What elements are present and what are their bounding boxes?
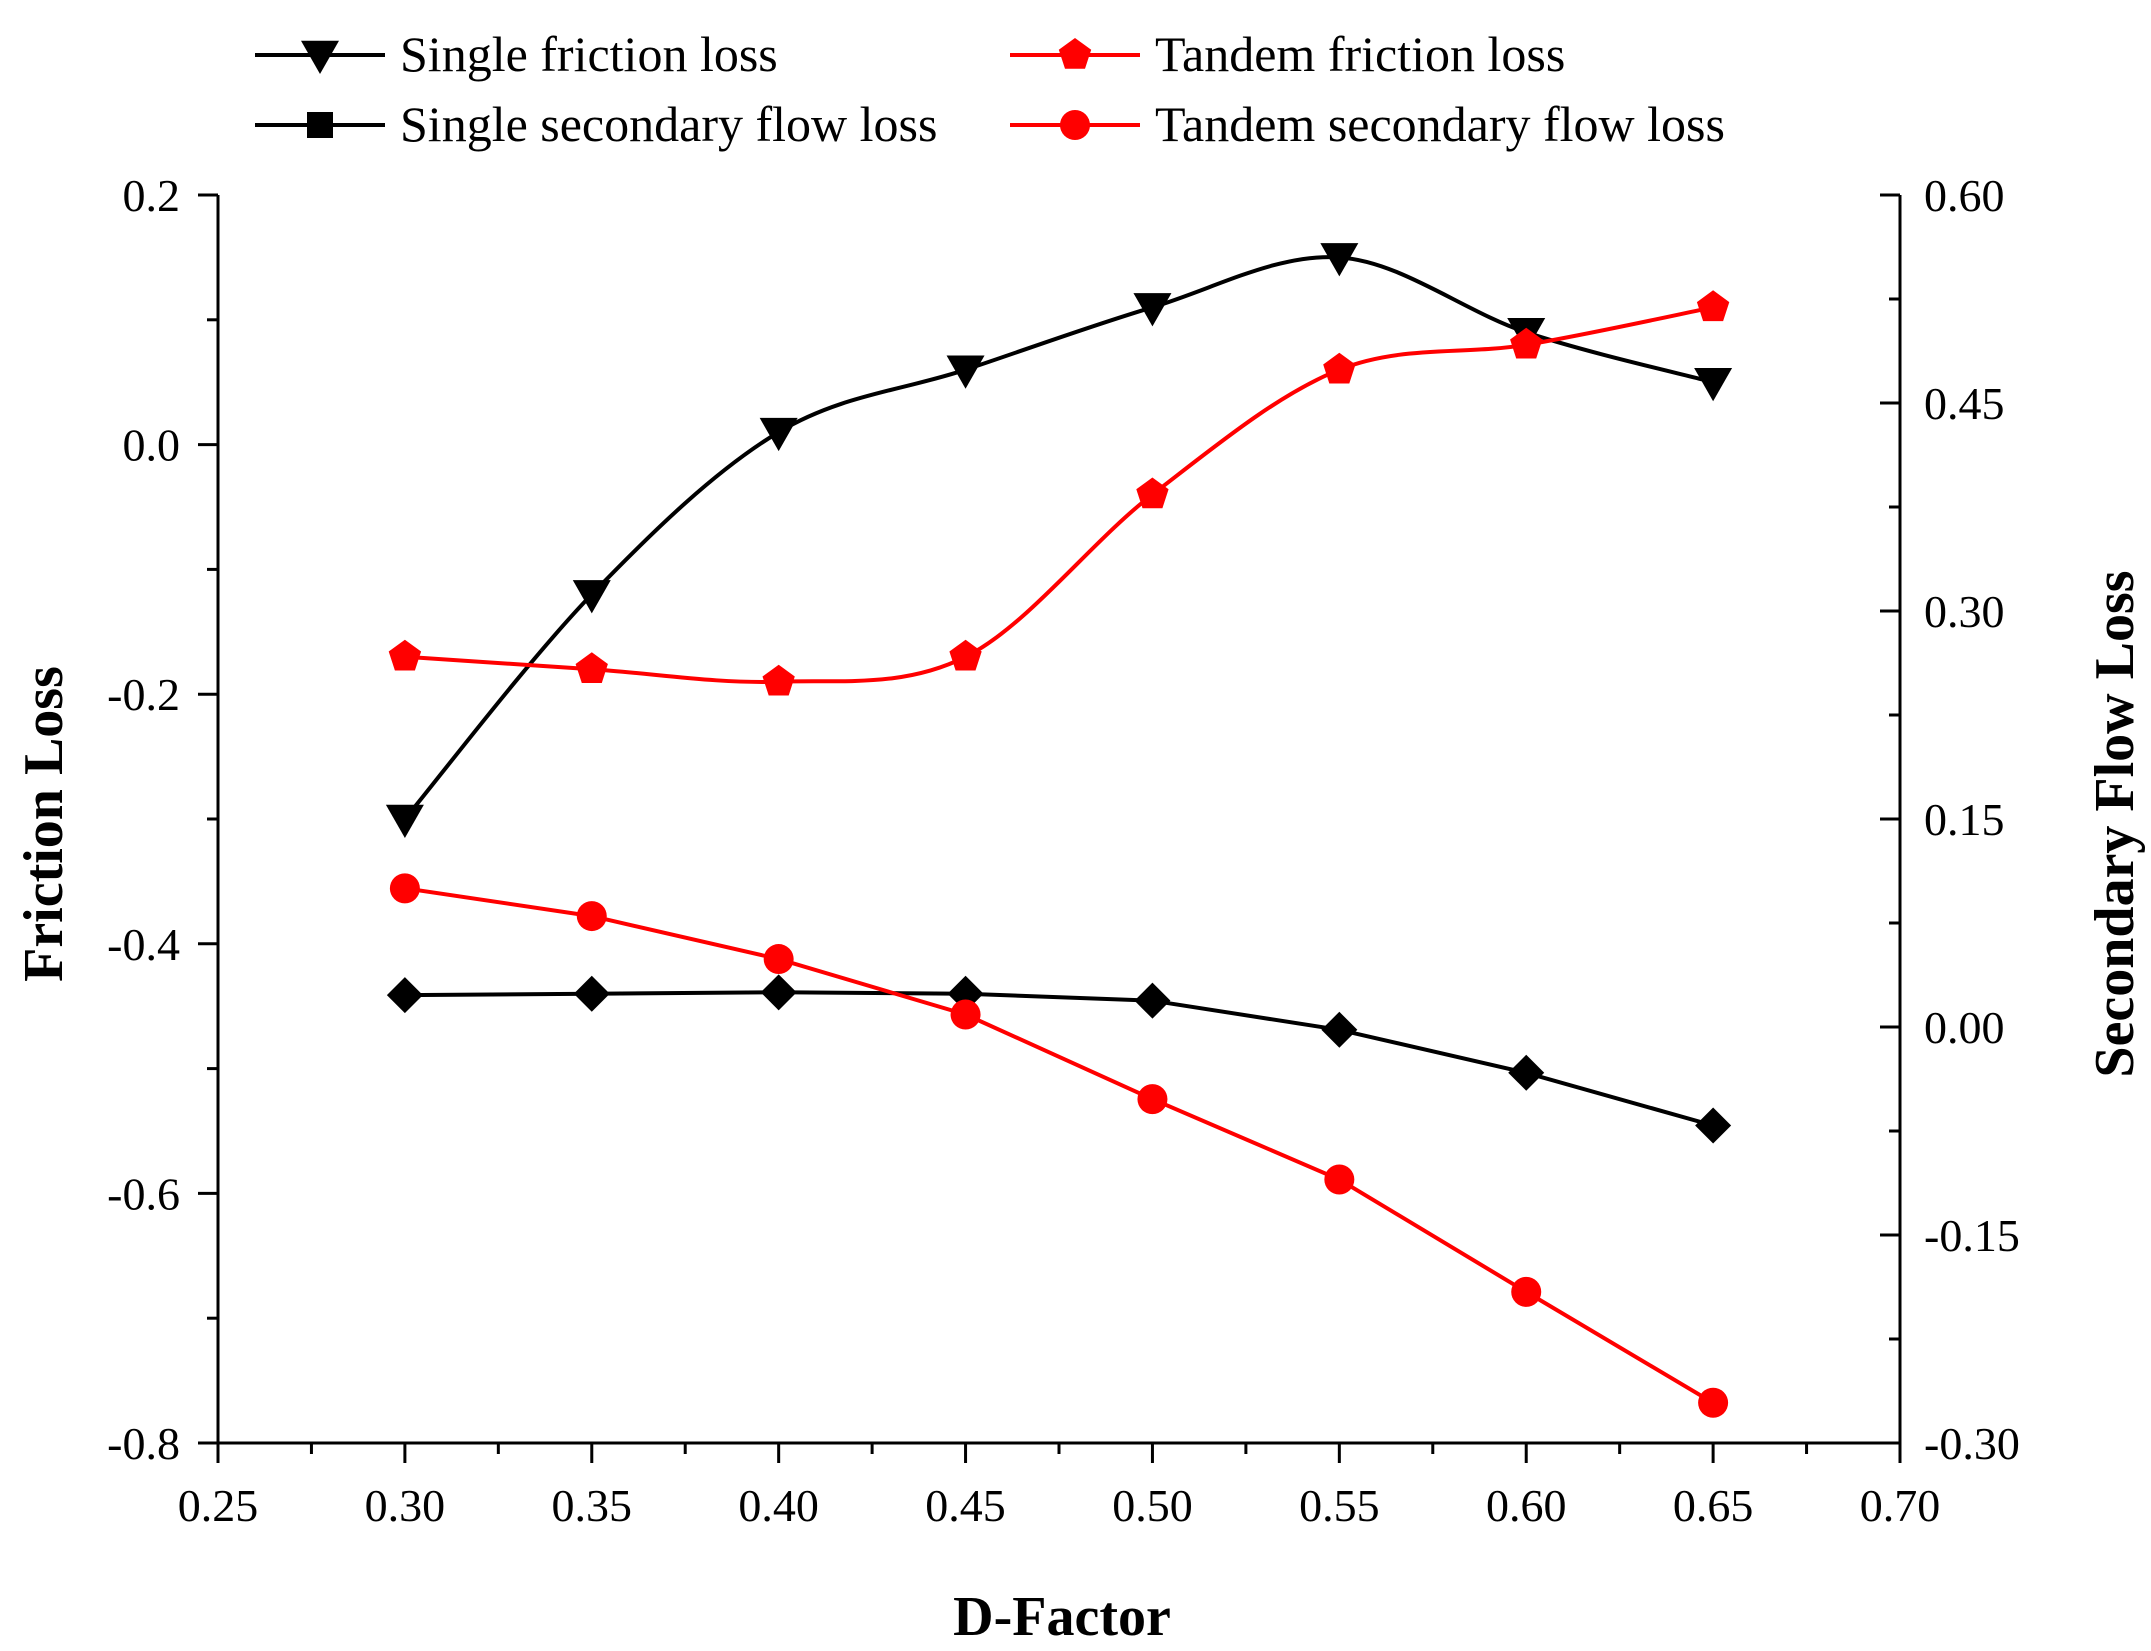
data-point bbox=[576, 901, 607, 932]
y-right-tick-label: -0.30 bbox=[1924, 1418, 2020, 1469]
data-point bbox=[759, 417, 798, 452]
x-tick-label: 0.25 bbox=[178, 1480, 259, 1531]
data-point bbox=[763, 944, 794, 975]
y-axis-left-title: Friction Loss bbox=[13, 666, 75, 982]
x-tick-label: 0.65 bbox=[1673, 1480, 1754, 1531]
series-line bbox=[404, 305, 1714, 684]
legend-item: Single secondary flow loss bbox=[255, 96, 937, 152]
y-right-tick-label: 0.45 bbox=[1924, 378, 2005, 429]
data-point bbox=[1695, 1107, 1732, 1144]
y-left-tick-label: 0.2 bbox=[123, 170, 181, 221]
y-axis-left: 0.2 0.0 -0.2 -0.4 -0.6 -0.8 bbox=[107, 170, 218, 1469]
data-point bbox=[1698, 1387, 1729, 1418]
data-point bbox=[1133, 293, 1172, 327]
y-left-tick-label: -0.2 bbox=[107, 669, 180, 720]
data-point bbox=[385, 804, 424, 838]
series-layer bbox=[385, 243, 1733, 1418]
data-point bbox=[1136, 477, 1169, 509]
legend-label: Single secondary flow loss bbox=[400, 96, 937, 152]
y-right-tick-label: 0.30 bbox=[1924, 586, 2005, 637]
data-point bbox=[386, 977, 423, 1014]
legend-item: Tandem secondary flow loss bbox=[1010, 96, 1725, 152]
plot-area bbox=[216, 195, 1902, 1445]
data-point bbox=[946, 355, 985, 389]
x-tick-label: 0.40 bbox=[738, 1480, 819, 1531]
x-axis: 0.25 0.30 0.35 0.40 0.45 0.50 0.55 0.60 0.65 0.70 bbox=[178, 1443, 1941, 1531]
legend: Single friction loss Tandem friction loss… bbox=[255, 26, 1725, 152]
data-point bbox=[1137, 1084, 1168, 1115]
y-axis-right: 0.60 0.45 0.30 0.15 0.00 -0.15 -0.30 bbox=[1880, 170, 2020, 1469]
legend-marker bbox=[1060, 110, 1090, 140]
data-point bbox=[1508, 1054, 1545, 1091]
data-point bbox=[1134, 982, 1171, 1019]
series-tandem-friction-loss bbox=[388, 290, 1730, 696]
y-left-tick-label: -0.6 bbox=[107, 1168, 180, 1219]
legend-item: Single friction loss bbox=[255, 26, 778, 82]
data-point bbox=[760, 974, 797, 1011]
y-axis-right-title: Secondary Flow Loss bbox=[2084, 570, 2146, 1077]
legend-marker bbox=[1058, 38, 1092, 69]
data-point bbox=[949, 639, 982, 671]
legend-label: Single friction loss bbox=[400, 26, 778, 82]
data-point bbox=[950, 999, 981, 1030]
series-single-friction-loss bbox=[385, 243, 1733, 838]
y-right-tick-label: -0.15 bbox=[1924, 1210, 2020, 1261]
series-line bbox=[404, 886, 1715, 1405]
legend-label: Tandem secondary flow loss bbox=[1155, 96, 1725, 152]
data-point bbox=[1510, 327, 1543, 359]
x-tick-label: 0.30 bbox=[365, 1480, 446, 1531]
y-right-tick-label: 0.60 bbox=[1924, 170, 2005, 221]
data-point bbox=[762, 664, 795, 696]
x-tick-label: 0.35 bbox=[552, 1480, 633, 1531]
data-point bbox=[573, 975, 610, 1012]
legend-marker bbox=[301, 40, 339, 74]
y-left-tick-label: -0.8 bbox=[107, 1418, 180, 1469]
y-left-tick-label: 0.0 bbox=[123, 420, 181, 471]
y-left-tick-label: -0.4 bbox=[107, 919, 180, 970]
x-tick-label: 0.50 bbox=[1112, 1480, 1193, 1531]
data-point bbox=[1320, 243, 1359, 277]
data-point bbox=[1323, 352, 1356, 384]
data-point bbox=[389, 873, 420, 904]
x-tick-label: 0.55 bbox=[1299, 1480, 1380, 1531]
data-point bbox=[572, 580, 611, 614]
x-tick-label: 0.60 bbox=[1486, 1480, 1567, 1531]
data-point bbox=[1324, 1164, 1355, 1195]
series-line bbox=[404, 990, 1714, 1128]
legend-item: Tandem friction loss bbox=[1010, 26, 1565, 82]
x-tick-label: 0.45 bbox=[925, 1480, 1006, 1531]
y-right-tick-label: 0.15 bbox=[1924, 794, 2005, 845]
data-point bbox=[1696, 290, 1730, 322]
y-right-tick-label: 0.00 bbox=[1924, 1002, 2005, 1053]
legend-label: Tandem friction loss bbox=[1155, 26, 1565, 82]
series-tandem-secondary-flow-loss bbox=[389, 873, 1729, 1418]
legend-marker bbox=[307, 112, 333, 138]
data-point bbox=[1511, 1276, 1542, 1307]
data-point bbox=[1694, 367, 1733, 402]
x-tick-label: 0.70 bbox=[1860, 1480, 1941, 1531]
x-axis-title: D-Factor bbox=[953, 1586, 1171, 1648]
data-point bbox=[388, 639, 422, 671]
data-point bbox=[575, 652, 608, 683]
data-point bbox=[1321, 1011, 1358, 1048]
